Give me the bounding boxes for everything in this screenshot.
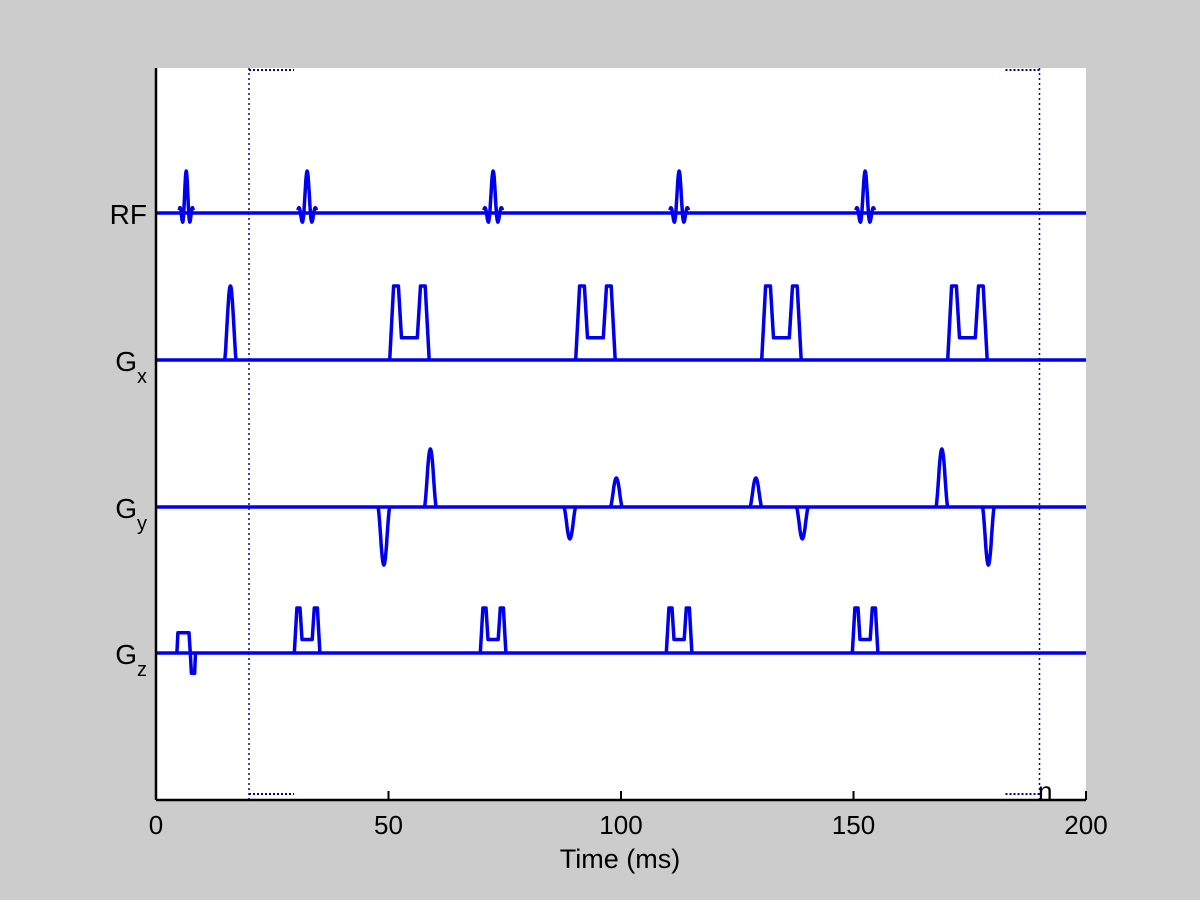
pulse [664,606,694,654]
row-label-sub: z [137,659,147,681]
row-label: Gy [115,493,147,535]
pulse [478,606,508,654]
pulse [422,447,438,508]
x-tick-label: 150 [832,810,875,840]
x-tick-label: 0 [149,810,163,840]
pulse [608,476,624,508]
pulse [850,606,880,654]
pulse [980,506,996,567]
x-axis-ticks: 0 50 100 150 200 [149,791,1108,840]
pulse [759,284,803,361]
row-label: Gx [115,346,147,388]
row-label: Gz [115,639,147,681]
pulse [668,169,691,224]
row-label-main: G [115,493,137,524]
plot-area [156,68,1086,800]
row-label-main: G [115,346,137,377]
pulse [934,447,950,508]
row-label: RF [110,199,147,230]
pulse [573,284,617,361]
window-markers [248,68,1041,800]
pulse [794,506,810,541]
corner-text: n [1038,776,1052,806]
row-label-sub: x [137,366,147,388]
waveform-row: RF [110,169,1086,230]
pulse [854,169,877,224]
pulse [945,284,989,361]
waveform-row: Gy [115,447,1086,567]
waveform-row: Gz [115,606,1086,681]
pulse [177,169,195,224]
pulse [296,169,319,224]
pulse [175,631,198,676]
pulse [748,476,764,508]
row-label-main: G [115,639,137,670]
pulse [292,606,322,654]
x-axis-label: Time (ms) [560,844,680,874]
pulse [387,284,431,361]
x-tick-label: 200 [1064,810,1107,840]
x-tick-label: 50 [374,810,403,840]
pulse [562,506,578,541]
row-label-main: RF [110,199,147,230]
pulse [482,169,505,224]
pulse [376,506,392,567]
x-tick-label: 100 [599,810,642,840]
pulse [222,284,238,361]
row-label-sub: y [137,513,147,535]
waveform-row: Gx [115,284,1086,388]
